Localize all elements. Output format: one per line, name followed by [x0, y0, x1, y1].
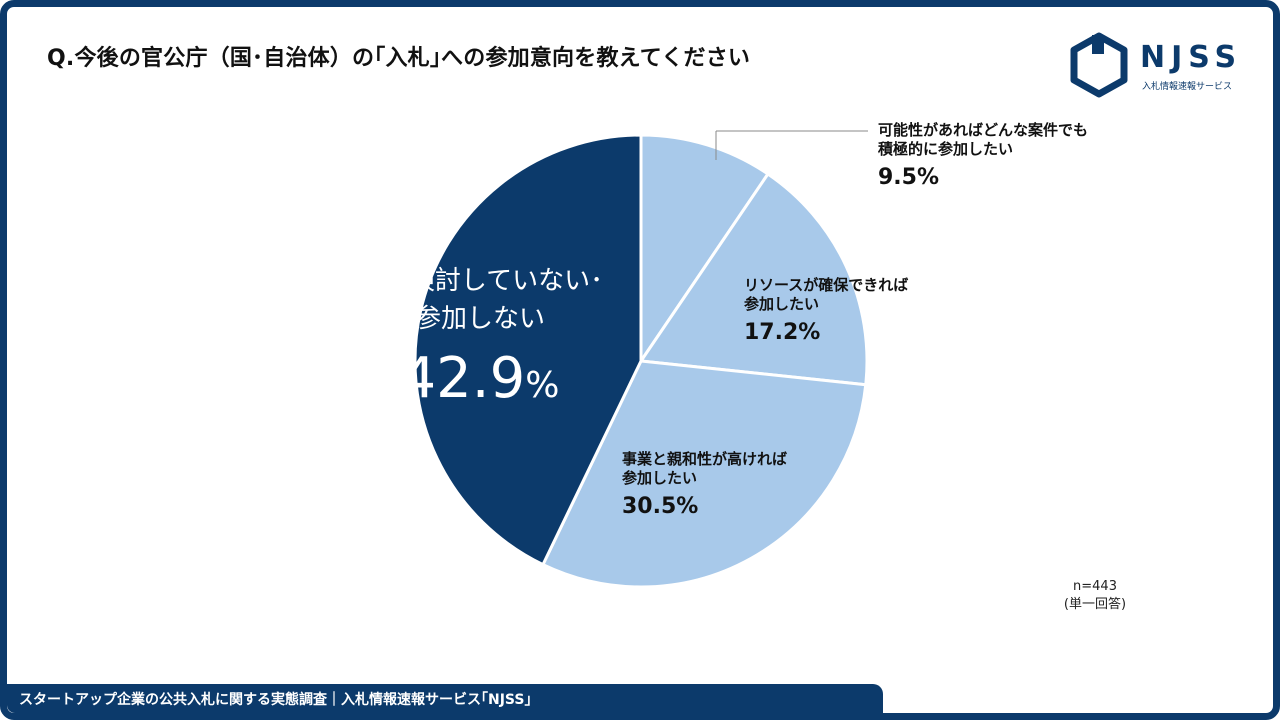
slice-label-1: リソースが確保できれば 参加したい 17.2%	[744, 276, 908, 348]
slice-label-line: 可能性があればどんな案件でも	[878, 121, 1089, 139]
sample-note: n=443 (単一回答)	[1050, 578, 1140, 614]
slice-value: 17.2%	[744, 320, 821, 345]
house-logo-icon	[1070, 32, 1128, 98]
question-title: Q.今後の官公庁（国･自治体）の｢入札｣への参加意向を教えてください	[47, 46, 751, 71]
slice-label-2: 事業と親和性が高ければ 参加したい 30.5%	[622, 450, 787, 522]
logo-subtitle: 入札情報速報サービス	[1142, 82, 1233, 92]
pie-slice-2	[541, 359, 868, 589]
slice-label-3: 全く検討していない･ 参加しない 42.9%	[340, 262, 620, 421]
slice-value: 30.5%	[622, 494, 699, 519]
footer-bar: スタートアップ企業の公共入札に関する実態調査｜入札情報速報サービス｢NJSS｣	[7, 684, 883, 713]
njss-logo: NJSS 入札情報速報サービス	[1070, 32, 1250, 102]
slice-label-line: 参加しない	[414, 304, 545, 334]
slice-label-0: 可能性があればどんな案件でも 積極的に参加したい 9.5%	[878, 121, 1088, 193]
slice-label-line: 事業と親和性が高ければ	[622, 450, 788, 468]
logo-wordmark: NJSS	[1140, 40, 1243, 75]
pie-slice-0	[639, 133, 770, 363]
slice-label-line: 全く検討していない･	[356, 266, 604, 296]
slice-label-line: 参加したい	[622, 469, 698, 487]
slice-value-number: 42.9	[400, 346, 526, 411]
slice-label-line: 積極的に参加したい	[878, 140, 1014, 158]
pie-slice-1	[639, 172, 869, 387]
pie-slice-3	[413, 133, 643, 567]
slice-value: 42.9%	[340, 344, 620, 421]
slice-value: 9.5%	[878, 165, 940, 190]
answer-type: (単一回答)	[1063, 597, 1127, 612]
slice-label-line: 参加したい	[744, 295, 820, 313]
footer-text: スタートアップ企業の公共入札に関する実態調査｜入札情報速報サービス｢NJSS｣	[19, 692, 532, 708]
sample-size: n=443	[1073, 579, 1117, 594]
slice-value-unit: %	[525, 365, 560, 406]
slice-label-line: リソースが確保できれば	[744, 276, 909, 294]
